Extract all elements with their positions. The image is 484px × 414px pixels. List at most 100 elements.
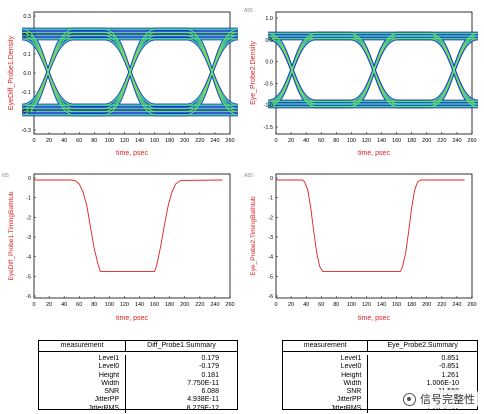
x-tick-label: 140: [135, 138, 144, 144]
measurement-name: Width: [283, 379, 369, 389]
eye-traces: [267, 31, 479, 109]
x-tick-label: 20: [288, 302, 294, 308]
measurement-name: Level1: [39, 355, 127, 364]
x-tick-label: 260: [225, 138, 234, 144]
summary-table-diff: measurement Diff_Probe1.Summary Level1 0.…: [38, 340, 238, 414]
x-axis-label: time, psec: [116, 150, 148, 157]
x-tick-label: 180: [165, 302, 174, 308]
y-tick-label: -2: [268, 215, 273, 221]
measurement-value: 0.181: [201, 371, 219, 379]
y-tick-label: -1: [26, 196, 31, 202]
x-tick-label: 220: [437, 138, 446, 144]
eye-probe2-panel: A55 1.0 0.5 0.0 -0.5 -1.0 -1.5 0 20 40 60 80 100 12…: [242, 0, 484, 160]
wechat-style-icon: [403, 392, 416, 406]
y-tick-label: 0.1: [23, 52, 31, 58]
measurement-name: JitterRMS: [283, 404, 369, 414]
y-tick-label: -0.2: [22, 109, 31, 115]
table-row: Width 1.006E-10: [283, 379, 477, 389]
x-tick-label: 220: [195, 302, 204, 308]
y-tick-label: 0.3: [23, 14, 31, 20]
header-summary: Eye_Probe2.Summary: [387, 342, 458, 349]
table-row: Level0 -0.179: [39, 363, 237, 372]
y-tick-label: -1: [268, 196, 273, 202]
y-tick-label: 0: [28, 176, 31, 182]
measurement-name: Level0: [39, 363, 127, 372]
y-tick-label: -5: [26, 274, 31, 280]
x-tick-label: 240: [210, 302, 219, 308]
x-tick-label: 40: [61, 138, 67, 144]
x-tick-label: 240: [452, 302, 461, 308]
x-tick-label: 240: [452, 138, 461, 144]
measurement-name: SNR: [39, 388, 127, 397]
measurement-value: 7.26..E-12: [426, 404, 459, 412]
x-tick-label: 20: [46, 138, 52, 144]
x-tick-label: 260: [467, 302, 476, 308]
plot-frame: [275, 173, 473, 299]
bathtub-curve: [34, 179, 223, 272]
x-tick-label: 80: [333, 302, 339, 308]
x-tick-label: 20: [46, 302, 52, 308]
x-tick-label: 140: [377, 302, 386, 308]
x-tick-label: 260: [467, 138, 476, 144]
eye-diff-panel: 0.3 0.2 0.1 0.0 -0.1 -0.2 -0.3 0 20 40 60 80 100 120…: [0, 0, 242, 160]
y-tick-label: 0.0: [265, 60, 273, 66]
measurement-name: JitterPP: [39, 396, 127, 405]
y-tick-label: -0.5: [264, 81, 273, 87]
corner-tag: A55: [244, 8, 253, 14]
measurement-name: SNR: [283, 388, 369, 397]
x-tick-label: 120: [362, 138, 371, 144]
y-tick-label: -5: [268, 274, 273, 280]
measurement-value: -0.179: [199, 363, 219, 371]
x-tick-label: 40: [303, 138, 309, 144]
table-header: measurement Diff_Probe1.Summary: [39, 341, 237, 352]
x-tick-label: 0: [32, 302, 35, 308]
measurement-value: 7.750E-11: [187, 379, 219, 387]
y-tick-label: -3: [26, 235, 31, 241]
table-row: JitterRMS 7.26..E-12: [283, 404, 477, 414]
x-tick-label: 60: [76, 138, 82, 144]
x-tick-label: 20: [288, 138, 294, 144]
x-tick-label: 220: [437, 302, 446, 308]
x-axis-label: time, psec: [358, 315, 390, 322]
x-tick-label: 200: [422, 138, 431, 144]
measurement-value: 6.088: [201, 388, 219, 396]
x-tick-label: 100: [347, 138, 356, 144]
measurement-name: JitterPP: [283, 396, 369, 405]
measurement-value: 4.938E-11: [187, 396, 219, 404]
table-body: Level1 0.179 Level0 -0.179 Height 0.181 Width 7…: [39, 352, 237, 414]
bathtub-diff-plot: I05 0 -1 -2 -3 -4 -5 -6 0 20 40 60 80 100 120 140 160 1…: [2, 173, 235, 322]
y-tick-labels: 1.0 0.5 0.0 -0.5 -1.0 -1.5: [264, 16, 278, 131]
table-row: JitterRMS 8.279E-12: [39, 404, 237, 414]
eye-traces: [21, 27, 239, 117]
eye-trace: [21, 38, 239, 106]
y-tick-label: -1.5: [264, 125, 273, 131]
x-tick-label: 240: [210, 138, 219, 144]
header-summary: Diff_Probe1.Summary: [147, 342, 216, 349]
y-tick-label: 1.0: [265, 16, 273, 22]
x-tick-label: 180: [407, 302, 416, 308]
x-axis-label: time, psec: [116, 315, 148, 322]
table-row: JitterPP 4.938E-11: [39, 396, 237, 405]
corner-tag: I05: [2, 173, 9, 179]
x-tick-label: 120: [362, 302, 371, 308]
x-tick-labels: 0 20 40 60 80 100 120 140 160 180 200 220 240 260: [274, 296, 477, 308]
measurement-name: Height: [39, 371, 127, 380]
x-tick-label: 160: [392, 138, 401, 144]
x-axis-label: time, psec: [358, 150, 390, 157]
measurement-value: 0.851: [441, 355, 459, 362]
table-row: Width 7.750E-11: [39, 379, 237, 389]
measurement-value: 1.261: [441, 371, 459, 379]
table-row: Level1 0.179: [39, 355, 237, 364]
y-axis-label: EyeDiff_Probe1.TimingBathtub: [8, 191, 15, 280]
watermark: 信号完整性: [400, 390, 478, 408]
x-tick-label: 160: [392, 302, 401, 308]
x-tick-label: 200: [422, 302, 431, 308]
measurement-name: Height: [283, 371, 369, 380]
x-tick-label: 200: [180, 138, 189, 144]
y-tick-label: -2: [26, 215, 31, 221]
y-tick-label: -0.1: [22, 90, 31, 96]
y-tick-label: 0.5: [265, 38, 273, 44]
measurement-value: -0.851: [439, 363, 459, 371]
eye-probe2-plot: A55 1.0 0.5 0.0 -0.5 -1.0 -1.5 0 20 40 60 80 100 12…: [244, 8, 479, 157]
x-tick-labels: 0 20 40 60 80 100 120 140 160 180 200 220 240 260: [274, 132, 477, 144]
